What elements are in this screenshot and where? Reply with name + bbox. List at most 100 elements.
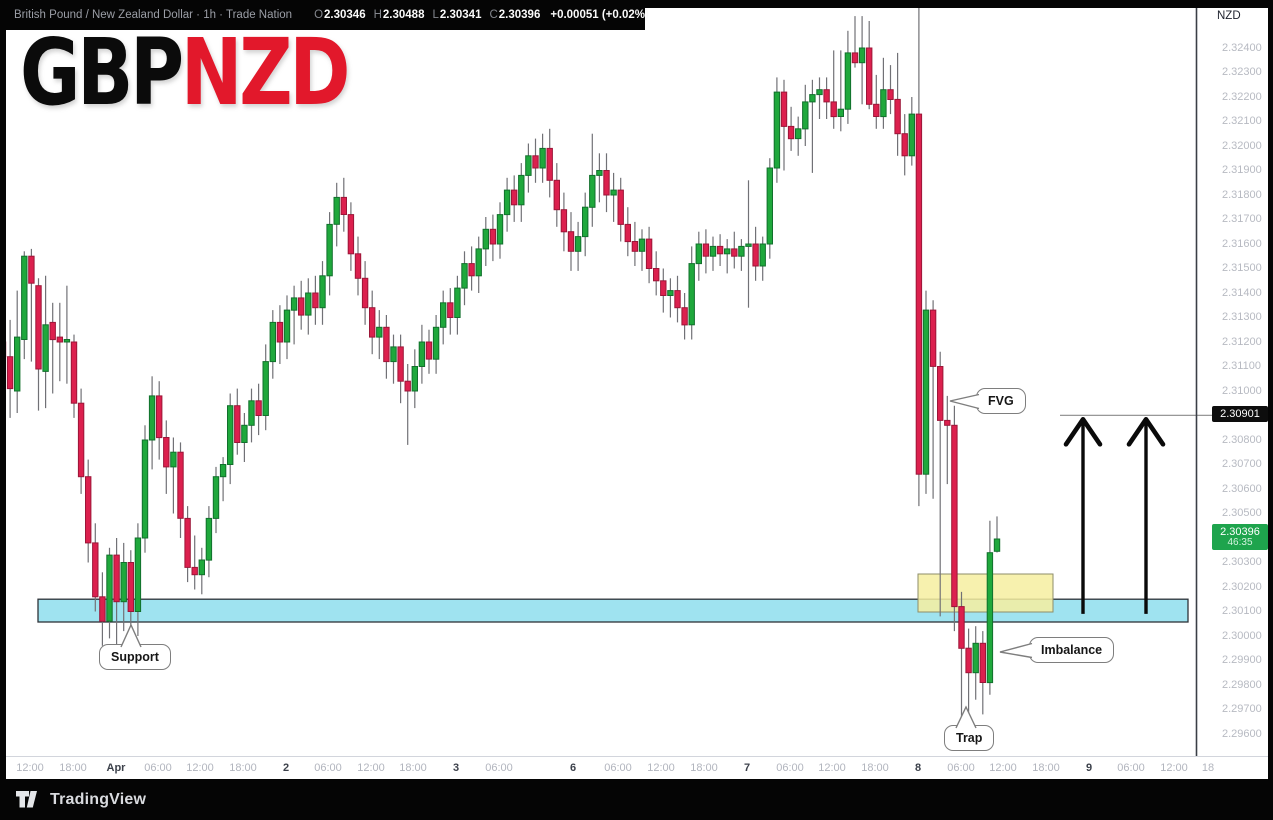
time-tick-label: 8 [914, 762, 922, 774]
callout-fvg[interactable]: FVG [976, 388, 1026, 414]
callout-support[interactable]: Support [99, 644, 171, 670]
up-arrow[interactable] [1126, 417, 1166, 614]
logo-quote-currency: NZD [180, 19, 351, 126]
frame-left [0, 0, 6, 779]
candle-body [99, 596, 106, 622]
time-scale[interactable]: 12:00 18:00 Apr 06:00 12:00 18:00 2 06:00 12:00 1… [0, 757, 1268, 779]
price-scale-currency-label: NZD [1217, 10, 1241, 22]
candle-body [262, 361, 269, 417]
candle-body [631, 241, 639, 252]
candle-body [667, 290, 674, 297]
candle-body [858, 47, 866, 64]
time-tick-label: 06:00 [776, 762, 804, 774]
candle-body [603, 170, 610, 196]
time-tick-label: 18:00 [229, 762, 257, 774]
time-tick-label: 12:00 [1160, 762, 1188, 774]
price-tick-label: 2.32000 [1222, 140, 1262, 152]
symbol-description: British Pound / New Zealand Dollar · 1h … [14, 9, 293, 21]
candle-body [653, 268, 660, 282]
candle-body [596, 170, 603, 176]
up-arrow[interactable] [1063, 417, 1103, 614]
candle-body [184, 517, 191, 568]
price-scale[interactable]: NZD 2.30901 2.30396 46:35 2.32400 2.32300… [1197, 8, 1268, 779]
candle-body [553, 179, 560, 211]
candle-body [56, 336, 63, 343]
candle-body [227, 405, 234, 466]
tradingview-brand[interactable]: TradingView [50, 790, 147, 808]
candle-body [212, 476, 220, 519]
support-zone[interactable] [37, 598, 1189, 623]
symbol-info-bar: British Pound / New Zealand Dollar · 1h … [0, 0, 649, 30]
time-tick-label: 2 [282, 762, 290, 774]
candle-body [298, 297, 305, 316]
price-tick-label: 2.31100 [1222, 360, 1261, 372]
close-label: C [489, 9, 498, 21]
open-label: O [314, 9, 324, 21]
candle-body [290, 297, 298, 311]
candle-body [319, 275, 326, 309]
price-tick-label: 2.31200 [1222, 336, 1262, 348]
candle-body [376, 326, 383, 338]
candle-body [120, 562, 127, 603]
price-tick-label: 2.31500 [1222, 262, 1262, 274]
time-tick-label: 06:00 [947, 762, 975, 774]
candle-body [674, 290, 681, 309]
candle-body [695, 243, 702, 265]
candle-body [354, 253, 362, 279]
candle-body [745, 243, 752, 247]
price-tick-label: 2.30000 [1222, 630, 1262, 642]
candle-body [944, 419, 951, 426]
price-tick-label: 2.30700 [1222, 458, 1262, 470]
candle-body [489, 228, 497, 245]
price-line-value: 2.30901 [1220, 408, 1260, 420]
time-tick-label: 12:00 [989, 762, 1017, 774]
frame-right [1268, 0, 1273, 820]
candle-body [14, 336, 21, 392]
candle-body [92, 542, 99, 598]
price-tick-label: 2.31400 [1222, 287, 1262, 299]
candle-body [546, 147, 553, 181]
candle-body [660, 280, 667, 296]
price-tick-label: 2.30800 [1222, 434, 1262, 446]
callout-fvg-label: FVG [988, 394, 1014, 408]
time-tick-label: 3 [452, 762, 460, 774]
time-tick-label: Apr [106, 762, 126, 774]
candle-body [958, 606, 965, 649]
candle-body [511, 189, 518, 206]
logo-base-currency: GBP [20, 19, 184, 126]
candle-body [198, 559, 206, 576]
candle-body [170, 451, 177, 468]
candle-body [106, 554, 113, 622]
price-tick-label: 2.29700 [1222, 703, 1262, 715]
price-tick-label: 2.32100 [1222, 115, 1262, 127]
candle-body [873, 103, 880, 118]
callout-imbalance[interactable]: Imbalance [1029, 637, 1115, 663]
time-tick-label: 06:00 [314, 762, 342, 774]
candle-body [802, 101, 809, 130]
callout-trap[interactable]: Trap [944, 725, 995, 751]
price-tick-label: 2.31800 [1222, 189, 1262, 201]
candle-body [809, 94, 816, 103]
callout-support-label: Support [111, 650, 159, 664]
candle-body [759, 243, 766, 267]
candle-body [716, 245, 724, 255]
candle-body [830, 101, 837, 118]
candle-body [901, 133, 908, 157]
candle-body [503, 189, 511, 216]
candle-body [156, 395, 163, 439]
candle-body [709, 245, 717, 257]
time-tick-label: 06:00 [1117, 762, 1145, 774]
candle-body [773, 91, 781, 169]
low-label: L [432, 9, 439, 21]
time-tick-label: 12:00 [186, 762, 214, 774]
candle-body [702, 243, 710, 257]
candle-body [35, 285, 42, 370]
candle-body [63, 339, 71, 343]
candle-body [731, 248, 738, 257]
candle-body [915, 113, 923, 475]
price-tick-label: 2.32300 [1222, 66, 1262, 78]
price-tick-label: 2.30200 [1222, 581, 1262, 593]
candle-body [411, 366, 419, 392]
candle-body [461, 263, 468, 289]
